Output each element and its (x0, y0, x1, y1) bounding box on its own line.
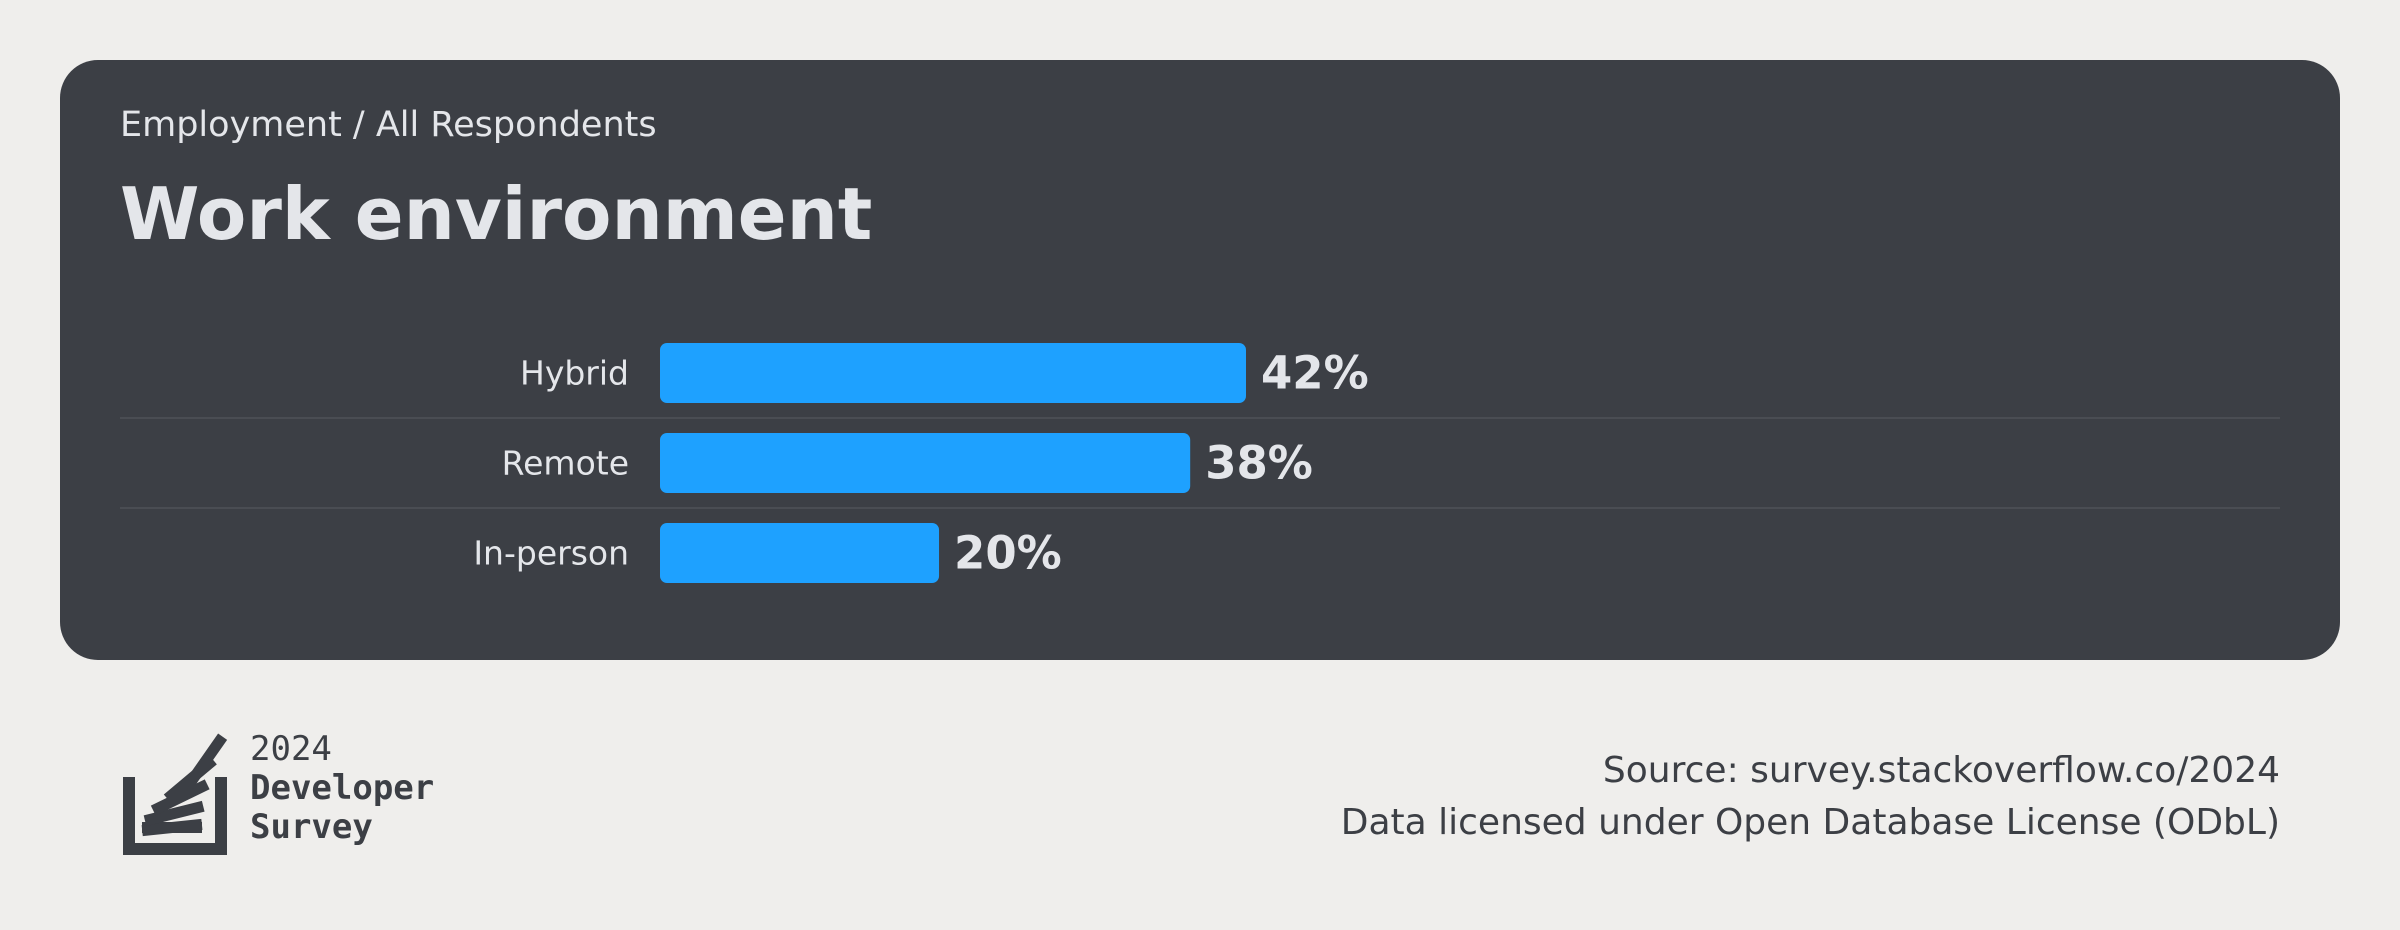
value-label: 42% (1261, 347, 1369, 400)
bar (660, 433, 1191, 493)
logo-year: 2024 (250, 729, 332, 769)
chart-card: Employment / All Respondents Work enviro… (60, 60, 2340, 660)
category-label: Remote (502, 444, 629, 483)
page-title: Work environment (120, 172, 873, 256)
source-text: Source: survey.stackoverflow.co/2024 (1602, 750, 2280, 791)
survey-logo-text: 2024 Developer Survey (250, 730, 434, 847)
value-label: 20% (954, 527, 1062, 580)
category-label: Hybrid (520, 354, 629, 393)
source-block: Source: survey.stackoverflow.co/2024 Dat… (1341, 745, 2280, 849)
breadcrumb: Employment / All Respondents (120, 105, 657, 145)
category-label: In-person (473, 534, 629, 573)
value-label: 38% (1205, 437, 1313, 490)
logo-line-developer: Developer (250, 768, 435, 808)
stack-overflow-logo-icon (123, 733, 228, 855)
bar-chart: Hybrid 42% Remote 38% In-person 20% (120, 343, 2280, 583)
bar (660, 343, 1246, 403)
logo-line-survey: Survey (250, 807, 373, 847)
license-text: Data licensed under Open Database Licens… (1340, 802, 2280, 843)
bar (660, 523, 940, 583)
